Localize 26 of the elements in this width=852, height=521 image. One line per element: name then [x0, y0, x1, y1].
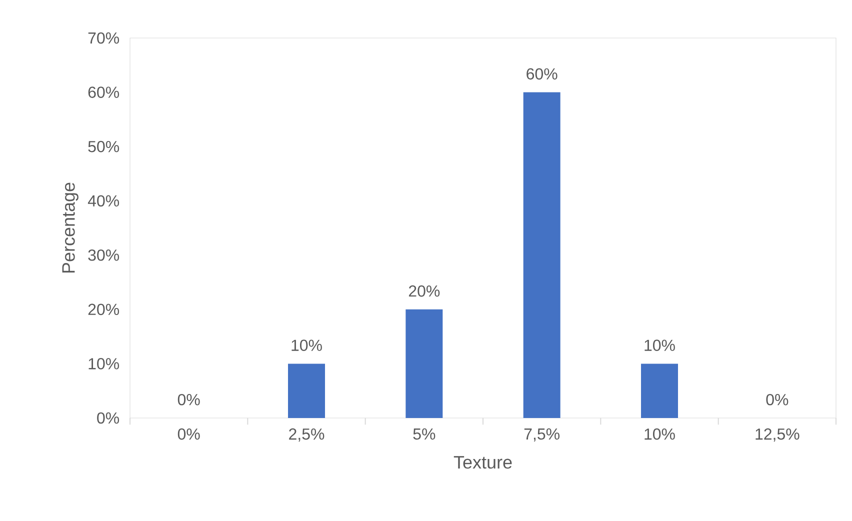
x-tick-label: 2,5%	[289, 428, 324, 442]
y-tick-label: 0%	[97, 412, 120, 424]
x-tick-label: 12,5%	[756, 428, 800, 442]
y-axis-title: Percentage	[62, 182, 78, 273]
data-label: 60%	[526, 68, 558, 80]
y-tick-label: 30%	[88, 249, 120, 261]
y-tick-label: 50%	[88, 140, 120, 152]
bar	[523, 92, 560, 418]
x-tick-label: 5%	[413, 428, 436, 440]
y-tick-label: 10%	[88, 358, 120, 370]
x-axis-title: Texture	[454, 456, 512, 469]
bar	[406, 309, 443, 418]
y-tick-label: 40%	[88, 195, 120, 207]
data-label: 10%	[292, 340, 322, 351]
x-tick-label: 7,5%	[524, 428, 560, 442]
bar	[641, 364, 678, 418]
data-label: 0%	[766, 394, 788, 406]
data-label: 20%	[408, 285, 440, 297]
y-tick-label: 20%	[88, 304, 120, 316]
data-label: 10%	[644, 340, 675, 351]
x-tick-label: 10%	[644, 428, 675, 440]
y-tick-label: 60%	[88, 86, 120, 98]
data-label: 0%	[178, 394, 200, 406]
x-tick-label: 0%	[178, 428, 200, 440]
y-tick-label: 70%	[88, 32, 120, 44]
bar	[288, 364, 325, 418]
